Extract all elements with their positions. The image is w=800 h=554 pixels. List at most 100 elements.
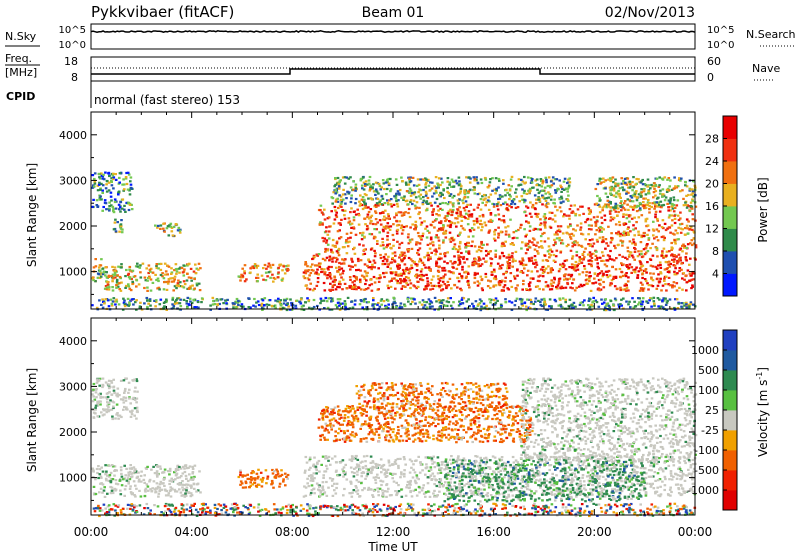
heatmap-cell	[104, 408, 108, 411]
heatmap-cell	[365, 301, 369, 304]
heatmap-cell	[595, 250, 598, 253]
heatmap-cell	[677, 238, 680, 241]
heatmap-cell	[378, 274, 382, 277]
heatmap-cell	[569, 224, 572, 227]
heatmap-cell	[403, 469, 406, 472]
heatmap-cell	[101, 191, 104, 194]
heatmap-cell	[276, 472, 280, 475]
heatmap-cell	[594, 222, 598, 225]
heatmap-cell	[239, 480, 243, 483]
heatmap-cell	[554, 255, 558, 258]
heatmap-cell	[498, 267, 501, 270]
heatmap-cell	[182, 274, 186, 277]
heatmap-cell	[143, 276, 147, 279]
heatmap-cell	[159, 268, 163, 271]
heatmap-cell	[499, 267, 503, 270]
heatmap-cell	[99, 392, 102, 395]
heatmap-cell	[564, 298, 567, 301]
heatmap-cell	[325, 300, 329, 303]
heatmap-cell	[590, 308, 594, 311]
heatmap-cell	[348, 286, 352, 289]
heatmap-cell	[318, 263, 321, 266]
heatmap-cell	[316, 268, 319, 271]
heatmap-cell	[357, 214, 361, 217]
heatmap-cell	[690, 287, 693, 290]
heatmap-cell	[521, 271, 525, 274]
heatmap-cell	[670, 205, 674, 208]
heatmap-cell	[543, 240, 547, 243]
heatmap-cell	[177, 297, 181, 300]
heatmap-cell	[596, 265, 600, 268]
heatmap-cell	[333, 218, 337, 221]
heatmap-cell	[584, 279, 588, 282]
heatmap-cell	[185, 279, 189, 282]
heatmap-cell	[613, 488, 616, 491]
heatmap-cell	[302, 271, 306, 274]
heatmap-cell	[629, 205, 632, 208]
heatmap-cell	[127, 283, 130, 286]
heatmap-cell	[638, 253, 642, 256]
heatmap-cell	[662, 297, 665, 300]
heatmap-cell	[482, 468, 486, 471]
heatmap-cell	[215, 299, 218, 302]
heatmap-cell	[106, 383, 110, 386]
heatmap-cell	[256, 280, 259, 283]
heatmap-cell	[182, 264, 185, 267]
heatmap-cell	[294, 307, 298, 310]
heatmap-cell	[273, 470, 276, 473]
heatmap-cell	[343, 217, 347, 220]
heatmap-cell	[400, 232, 404, 235]
heatmap-cell	[256, 475, 260, 478]
heatmap-cell	[472, 307, 476, 310]
heatmap-cell	[626, 463, 629, 466]
heatmap-cell	[499, 305, 503, 309]
heatmap-cell	[689, 201, 693, 204]
heatmap-cell	[656, 284, 660, 287]
heatmap-cell	[429, 282, 433, 285]
heatmap-cell	[391, 252, 395, 255]
heatmap-cell	[339, 273, 342, 276]
heatmap-cell	[676, 232, 679, 235]
heatmap-cell	[384, 304, 387, 307]
heatmap-cell	[676, 185, 680, 188]
heatmap-cell	[521, 241, 524, 244]
heatmap-cell	[651, 285, 655, 288]
heatmap-cell	[340, 267, 344, 270]
heatmap-cell	[377, 204, 380, 207]
heatmap-cell	[131, 493, 134, 496]
heatmap-cell	[460, 219, 464, 222]
heatmap-cell	[531, 186, 534, 189]
heatmap-cell	[677, 218, 681, 222]
heatmap-cell	[545, 197, 549, 200]
heatmap-cell	[577, 244, 581, 247]
heatmap-cell	[644, 247, 648, 250]
heatmap-cell	[427, 266, 431, 269]
heatmap-cell	[386, 238, 389, 241]
heatmap-cell	[336, 298, 340, 301]
heatmap-cell	[473, 281, 476, 284]
heatmap-cell	[464, 243, 467, 246]
heatmap-cell	[256, 300, 260, 303]
heatmap-cell	[396, 279, 400, 283]
heatmap-cell	[510, 185, 513, 188]
heatmap-cell	[399, 272, 403, 275]
heatmap-cell	[266, 475, 270, 478]
heatmap-cell	[610, 236, 613, 240]
heatmap-cell	[497, 197, 500, 201]
heatmap-cell	[135, 406, 139, 409]
heatmap-cell	[361, 196, 365, 199]
heatmap-cell	[431, 305, 434, 308]
heatmap-cell	[603, 306, 607, 309]
heatmap-cell	[269, 276, 272, 279]
heatmap-cell	[147, 276, 150, 280]
heatmap-cell	[683, 304, 686, 307]
heatmap-cell	[128, 265, 132, 269]
heatmap-cell	[134, 386, 137, 389]
heatmap-cell	[647, 238, 651, 241]
heatmap-cell	[446, 280, 450, 283]
heatmap-cell	[500, 456, 504, 459]
heatmap-cell	[535, 244, 538, 247]
heatmap-cell	[122, 189, 125, 192]
heatmap-cell	[315, 284, 319, 287]
heatmap-cell	[520, 302, 524, 305]
